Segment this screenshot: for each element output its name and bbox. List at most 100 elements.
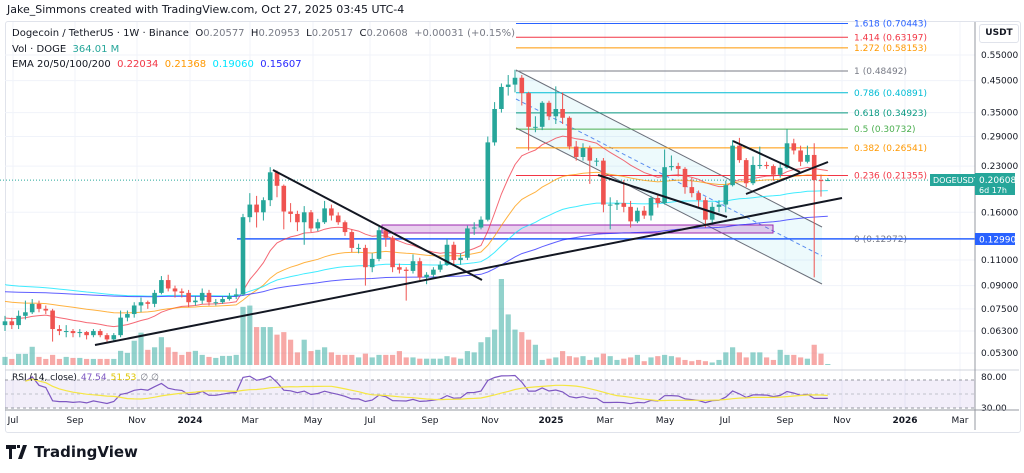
- candle: [682, 167, 688, 194]
- candle-body: [29, 303, 35, 313]
- trendline-triangle-lower[interactable]: [745, 161, 829, 195]
- time-tick: Mar: [242, 416, 259, 426]
- volume-bar: [50, 354, 56, 365]
- volume-bar: [444, 356, 450, 365]
- candle: [2, 315, 8, 332]
- countdown: 6d 17h: [979, 186, 1007, 195]
- candle: [805, 145, 810, 164]
- candle-body: [750, 164, 756, 184]
- channel-bottom-line[interactable]: [515, 127, 823, 285]
- candle: [240, 213, 246, 296]
- volume-bar: [226, 355, 232, 365]
- candle: [206, 289, 212, 306]
- volume-bar: [648, 357, 654, 365]
- trendline-downtrend-2024[interactable]: [272, 169, 483, 281]
- candle-body: [737, 145, 742, 161]
- candle-body: [696, 193, 701, 201]
- candle: [798, 145, 803, 167]
- volume-bar: [784, 354, 790, 365]
- volume-bar: [614, 359, 620, 365]
- candle: [301, 206, 307, 245]
- candle: [662, 149, 667, 205]
- candle-body: [424, 274, 429, 278]
- volume-bar: [437, 358, 443, 365]
- ema-label[interactable]: EMA 20/50/100/200: [12, 59, 111, 70]
- candle: [757, 146, 763, 169]
- volume-bars: [2, 279, 831, 365]
- candle-body: [655, 198, 661, 204]
- volume-bar: [84, 358, 90, 365]
- candle-body: [179, 291, 185, 293]
- candle: [179, 288, 185, 298]
- candle: [587, 145, 593, 184]
- volume-bar: [43, 358, 49, 365]
- channel-top-line[interactable]: [515, 69, 823, 228]
- volume-bar: [573, 357, 579, 365]
- candle-body: [369, 258, 375, 268]
- volume-bar: [682, 359, 688, 365]
- symbol-title[interactable]: Dogecoin / TetherUS · 1W · Binance: [12, 28, 189, 39]
- candle-body: [560, 108, 565, 118]
- volume-bar: [458, 358, 464, 365]
- candle-body: [43, 308, 49, 311]
- tradingview-logo[interactable]: TradingView: [6, 443, 138, 461]
- candle-body: [431, 269, 436, 275]
- trendline-rising-support[interactable]: [94, 197, 843, 346]
- candle: [675, 162, 681, 177]
- candle-body: [50, 310, 55, 330]
- ema100-value: 0.19060: [212, 59, 254, 70]
- volume-bar: [63, 356, 69, 365]
- candle: [621, 180, 627, 213]
- candle: [186, 289, 191, 308]
- support-zone[interactable]: [381, 224, 774, 234]
- volume-bar: [254, 327, 260, 365]
- trendline-triangle-upper[interactable]: [732, 140, 801, 173]
- price-axis[interactable]: 0.55000 0.45000 0.35000 0.29000 0.23000 0.160…: [981, 51, 1018, 359]
- volume-bar: [206, 356, 212, 365]
- currency-button[interactable]: USDT: [979, 24, 1019, 43]
- candle-body: [315, 222, 321, 229]
- candle: [730, 140, 735, 187]
- ema-row: EMA 20/50/100/200 0.22034 0.21368 0.1906…: [12, 57, 515, 73]
- candle-body: [410, 261, 416, 271]
- time-tick: Nov: [128, 416, 146, 426]
- candle: [465, 225, 470, 261]
- volume-bar: [485, 337, 491, 365]
- candle: [519, 75, 525, 106]
- trendline-wedge-lower[interactable]: [597, 174, 728, 218]
- volume-bar: [356, 357, 362, 365]
- candle-body: [607, 204, 613, 206]
- time-axis[interactable]: Jul Sep Nov 2024 Mar May Jul Sep Nov 2025 Mar May Ju…: [7, 416, 969, 426]
- candle-body: [437, 264, 443, 270]
- candle-body: [818, 180, 824, 182]
- volume-bar: [757, 352, 763, 365]
- candle-body: [186, 292, 191, 303]
- candle: [315, 218, 321, 232]
- ema-100-line: [4, 190, 828, 297]
- candle: [553, 86, 559, 124]
- fib-retracement[interactable]: 1.618 (0.70443)1.414 (0.63197)1.272 (0.5815…: [516, 19, 927, 245]
- candle: [9, 317, 15, 330]
- volume-bar: [267, 327, 273, 365]
- candle-body: [601, 160, 606, 205]
- fib-level: 1.272: [854, 44, 880, 54]
- volume-bar: [90, 358, 96, 365]
- ema200-value: 0.15607: [260, 59, 302, 70]
- candle: [295, 210, 300, 232]
- candle: [573, 141, 579, 161]
- time-tick: 2026: [892, 416, 917, 426]
- channel-mid-line[interactable]: [515, 98, 823, 257]
- candle: [152, 289, 157, 308]
- candle: [349, 229, 355, 253]
- candle-body: [220, 299, 225, 303]
- price-tick: 0.35000: [981, 109, 1018, 119]
- candle: [723, 180, 729, 213]
- candle-body: [397, 267, 402, 270]
- volume-bar: [220, 355, 226, 365]
- candle-body: [70, 331, 76, 334]
- candle: [220, 295, 225, 304]
- volume-label[interactable]: Vol · DOGE: [12, 43, 67, 55]
- candle-body: [131, 305, 137, 315]
- volume-bar: [587, 359, 593, 365]
